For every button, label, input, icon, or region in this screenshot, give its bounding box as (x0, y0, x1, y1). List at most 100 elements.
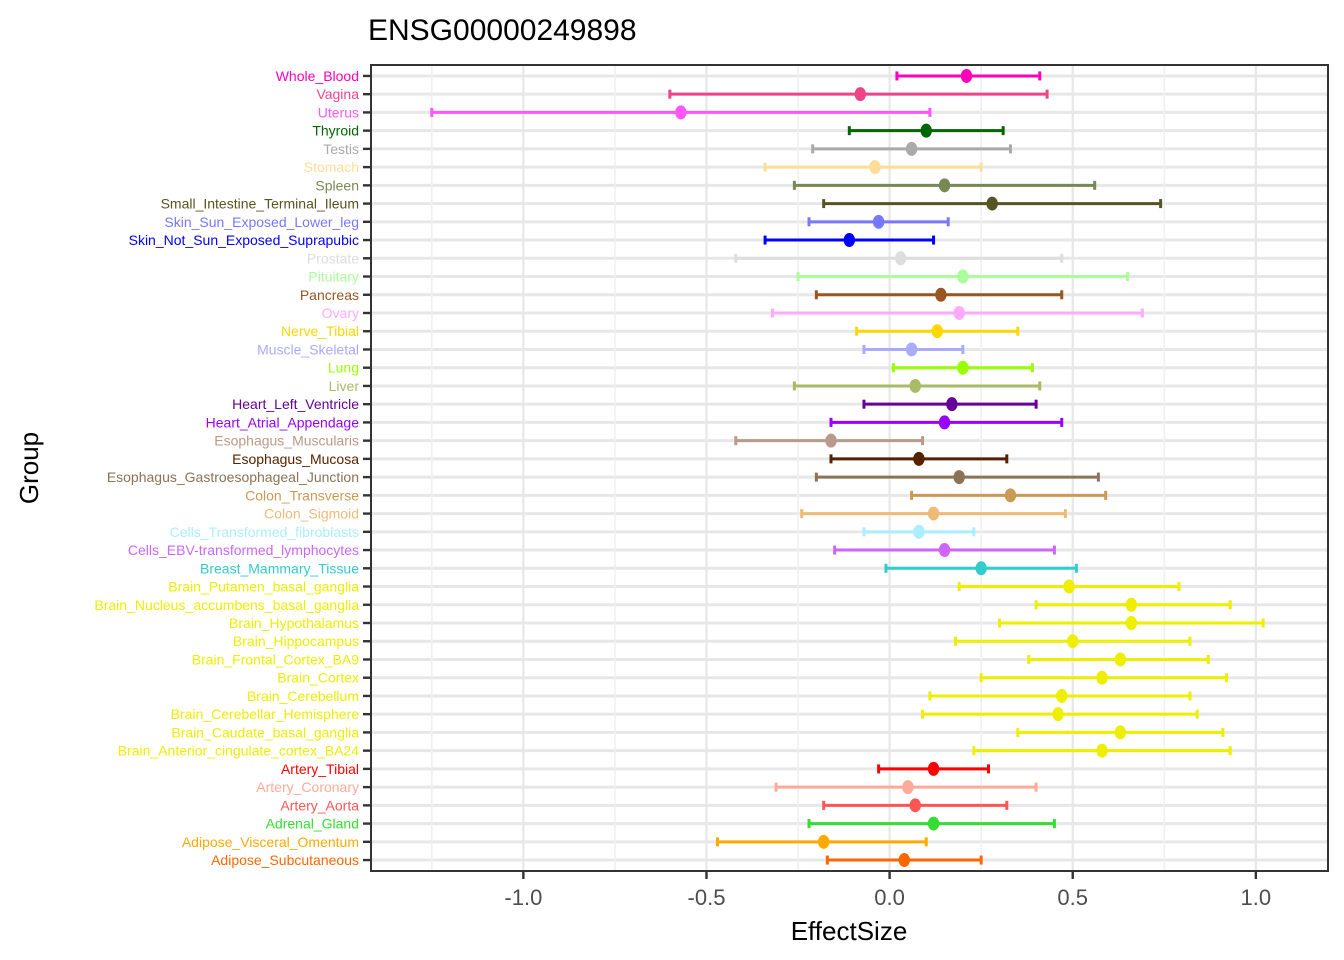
errorbar-Skin_Sun_Exposed_Lower_leg (807, 214, 950, 229)
errorbar-Brain_Cerebellar_Hemisphere (921, 707, 1199, 722)
y-tick-label: Brain_Hypothalamus (229, 615, 359, 631)
errorbar-Skin_Not_Sun_Exposed_Suprapubic (763, 233, 936, 248)
effect-size-point (825, 433, 837, 448)
errorbar-Brain_Putamen_basal_ganglia (957, 579, 1181, 594)
effect-size-point (905, 342, 918, 357)
effect-size-point (957, 269, 969, 284)
effect-size-point (975, 561, 987, 576)
errorbar-Nerve_Tibial (855, 324, 1020, 339)
errorbar-Pancreas (814, 287, 1064, 302)
y-tick-label: Testis (323, 141, 359, 157)
effect-size-point (1056, 688, 1068, 703)
effect-size-point (675, 105, 687, 120)
y-tick-label: Cells_EBV-transformed_lymphocytes (128, 542, 359, 558)
effect-size-point (957, 360, 969, 375)
effect-size-point (1067, 634, 1079, 649)
effect-size-point (902, 780, 914, 795)
effect-size-point (935, 287, 947, 302)
y-tick-label: Heart_Atrial_Appendage (206, 414, 360, 430)
y-tick-label: Esophagus_Muscularis (214, 433, 359, 449)
errorbar-Esophagus_Gastroesophageal_Junction (814, 470, 1100, 485)
y-tick-label: Brain_Anterior_cingulate_cortex_BA24 (118, 743, 359, 759)
effect-size-point (1114, 652, 1127, 667)
y-axis-label: Group (14, 432, 44, 504)
y-tick-label: Brain_Cortex (277, 670, 359, 686)
y-tick-label: Brain_Frontal_Cortex_BA9 (192, 651, 360, 667)
y-tick-label: Small_Intestine_Terminal_Ileum (161, 196, 359, 212)
effect-size-point (1096, 743, 1108, 758)
effect-size-point (894, 251, 907, 266)
errorbar-Colon_Sigmoid (800, 506, 1067, 521)
x-tick-label: -1.0 (504, 885, 542, 910)
errorbar-Stomach (763, 160, 983, 175)
errorbar-Brain_Cortex (979, 670, 1229, 685)
errorbar-Brain_Nucleus_accumbens_basal_ganglia (1034, 597, 1232, 612)
x-axis-label: EffectSize (791, 916, 908, 946)
y-tick-label: Vagina (316, 86, 359, 102)
y-tick-label: Skin_Not_Sun_Exposed_Suprapubic (129, 232, 359, 248)
errorbar-Brain_Hippocampus (954, 634, 1192, 649)
y-tick-label: Artery_Aorta (280, 797, 359, 813)
effect-size-point (1114, 725, 1127, 740)
errorbar-Cells_EBV-transformed_lymphocytes (833, 543, 1056, 558)
tick-layer (363, 74, 1258, 879)
errorbar-Esophagus_Mucosa (829, 451, 1009, 466)
y-tick-label: Stomach (304, 159, 359, 175)
errorbar-Brain_Anterior_cingulate_cortex_BA24 (972, 743, 1232, 758)
errorbar-Adipose_Visceral_Omentum (715, 834, 928, 849)
errorbar-Heart_Left_Ventricle (862, 397, 1038, 412)
y-tick-label: Spleen (315, 177, 359, 193)
y-tick-label: Colon_Sigmoid (264, 506, 359, 522)
errorbar-Brain_Cerebellum (928, 688, 1192, 703)
errorbar-Prostate (734, 251, 1064, 266)
errorbar-Ovary (770, 306, 1144, 320)
y-tick-label: Brain_Hippocampus (233, 633, 359, 649)
errorbar-Small_Intestine_Terminal_Ileum (822, 196, 1163, 211)
y-tick-label: Heart_Left_Ventricle (232, 396, 359, 412)
effect-size-point (927, 506, 940, 521)
x-tick-label: -0.5 (688, 885, 726, 910)
errorbar-Vagina (668, 87, 1049, 102)
errorbar-Artery_Coronary (774, 780, 1038, 795)
effect-size-point (1125, 616, 1138, 630)
errorbar-Brain_Frontal_Cortex_BA9 (1027, 652, 1210, 667)
effect-size-point (953, 470, 965, 485)
errorbar-Artery_Aorta (822, 798, 1009, 813)
effect-size-point (913, 524, 925, 539)
errorbar-Heart_Atrial_Appendage (829, 415, 1064, 430)
y-tick-label: Breast_Mammary_Tissue (200, 560, 359, 576)
label-layer: Whole_Blood Vagina Uterus Thyroid Testis Stom… (94, 68, 1271, 910)
effect-size-point (909, 378, 921, 393)
y-tick-label: Adipose_Subcutaneous (211, 852, 359, 868)
data-layer (430, 68, 1265, 868)
effect-size-point (913, 451, 925, 466)
y-tick-label: Cells_Transformed_fibroblasts (170, 524, 359, 540)
effect-size-point (927, 761, 940, 776)
errorbar-Lung (891, 360, 1034, 375)
errorbar-Adrenal_Gland (807, 816, 1056, 831)
errorbar-Thyroid (847, 123, 1005, 138)
y-tick-label: Brain_Caudate_basal_ganglia (171, 724, 359, 740)
effect-size-point (1096, 670, 1108, 685)
y-tick-label: Thyroid (312, 123, 359, 139)
y-tick-label: Artery_Coronary (256, 779, 359, 795)
effect-size-point (938, 543, 951, 558)
y-tick-label: Skin_Sun_Exposed_Lower_leg (164, 214, 359, 230)
errorbar-Spleen (792, 178, 1097, 193)
effect-size-point (854, 87, 867, 102)
errorbar-Liver (792, 378, 1042, 393)
y-tick-label: Whole_Blood (276, 68, 359, 84)
errorbar-Brain_Hypothalamus (997, 616, 1265, 630)
errorbar-Adipose_Subcutaneous (825, 853, 983, 868)
effect-size-point (905, 141, 918, 156)
y-tick-label: Uterus (318, 104, 359, 120)
x-tick-label: 1.0 (1241, 885, 1272, 910)
effect-size-point (843, 233, 856, 248)
effect-size-point (946, 397, 958, 412)
y-tick-label: Liver (329, 378, 360, 394)
y-tick-label: Pituitary (308, 269, 359, 285)
y-tick-label: Muscle_Skeletal (257, 341, 359, 357)
effect-size-point (986, 196, 998, 211)
y-tick-label: Esophagus_Gastroesophageal_Junction (107, 469, 359, 485)
effect-size-point (938, 415, 951, 430)
